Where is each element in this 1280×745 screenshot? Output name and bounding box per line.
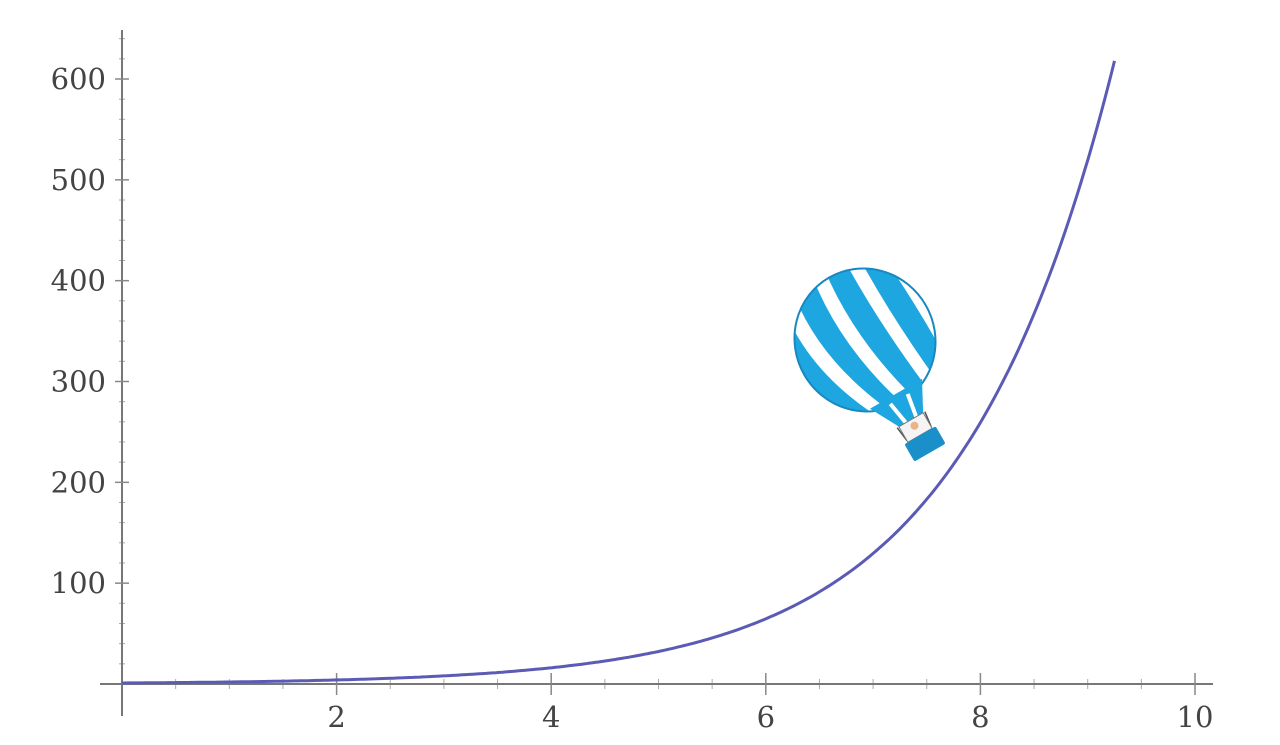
y-tick-label: 300 xyxy=(51,365,106,399)
passenger-icon xyxy=(910,421,919,430)
y-tick-label: 600 xyxy=(51,62,106,96)
x-tick-label: 10 xyxy=(1177,700,1214,734)
hot-air-balloon-icon xyxy=(779,242,962,461)
series-layer xyxy=(122,60,1116,685)
y-tick-label: 100 xyxy=(51,566,106,600)
axes xyxy=(100,30,1213,716)
y-tick-label: 500 xyxy=(51,163,106,197)
tick-labels: 2 4 6 8 10 100 200 300 400 500 600 xyxy=(51,62,1214,734)
x-tick-label: 2 xyxy=(327,700,345,734)
x-tick-label: 6 xyxy=(757,700,775,734)
y-tick-label: 200 xyxy=(51,465,106,499)
series-line xyxy=(122,60,1116,685)
y-tick-label: 400 xyxy=(51,264,106,298)
x-tick-label: 4 xyxy=(542,700,560,734)
major-ticks xyxy=(115,78,1196,695)
minor-ticks xyxy=(119,38,1142,689)
balloon-neck xyxy=(870,378,924,427)
x-tick-label: 8 xyxy=(971,700,989,734)
balloon-basket xyxy=(905,426,945,461)
